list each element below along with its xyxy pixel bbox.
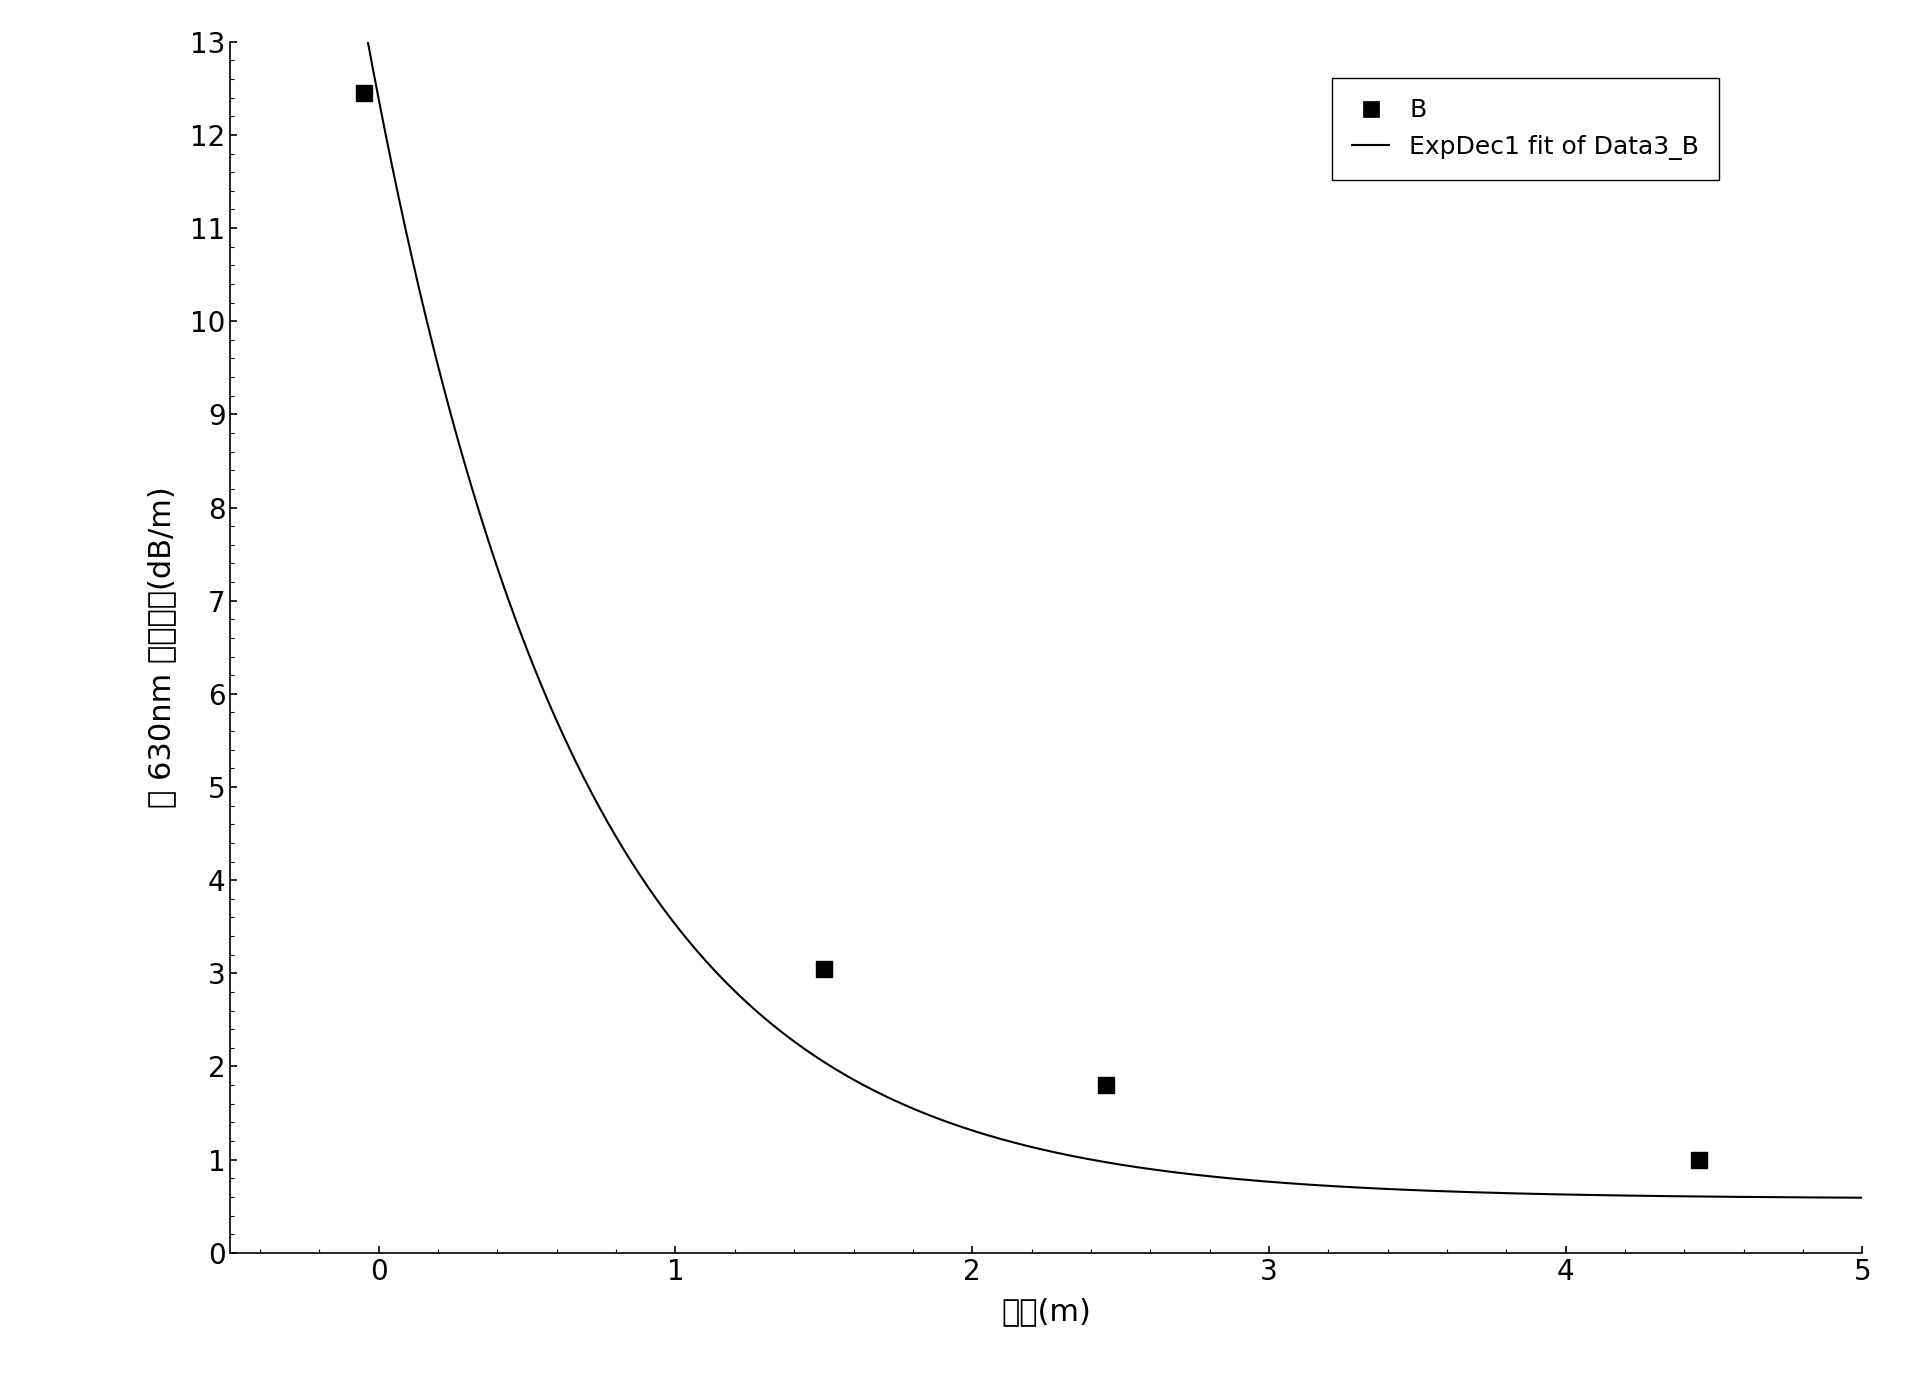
- ExpDec1 fit of Data3_B: [1492, 1185, 1515, 1201]
- ExpDec1 fit of Data3_B: [1851, 1189, 1874, 1205]
- B: [349, 82, 380, 104]
- ExpDec1 fit of Data3_B: [386, 181, 409, 198]
- ExpDec1 fit of Data3_B: [1340, 1179, 1363, 1196]
- X-axis label: 位置(m): 位置(m): [1002, 1297, 1091, 1325]
- ExpDec1 fit of Data3_B: [937, 1114, 960, 1130]
- ExpDec1 fit of Data3_B: [1521, 1186, 1544, 1203]
- B: [1091, 1075, 1121, 1097]
- Line: ExpDec1 fit of Data3_B: ExpDec1 fit of Data3_B: [230, 0, 1862, 1197]
- ExpDec1 fit of Data3_B: [879, 1090, 902, 1107]
- Legend: B, ExpDec1 fit of Data3_B: B, ExpDec1 fit of Data3_B: [1332, 78, 1718, 180]
- B: [1684, 1148, 1715, 1171]
- B: [808, 958, 839, 980]
- Y-axis label: 在 630nm 处的衰减(dB/m): 在 630nm 处的衰减(dB/m): [148, 486, 177, 809]
